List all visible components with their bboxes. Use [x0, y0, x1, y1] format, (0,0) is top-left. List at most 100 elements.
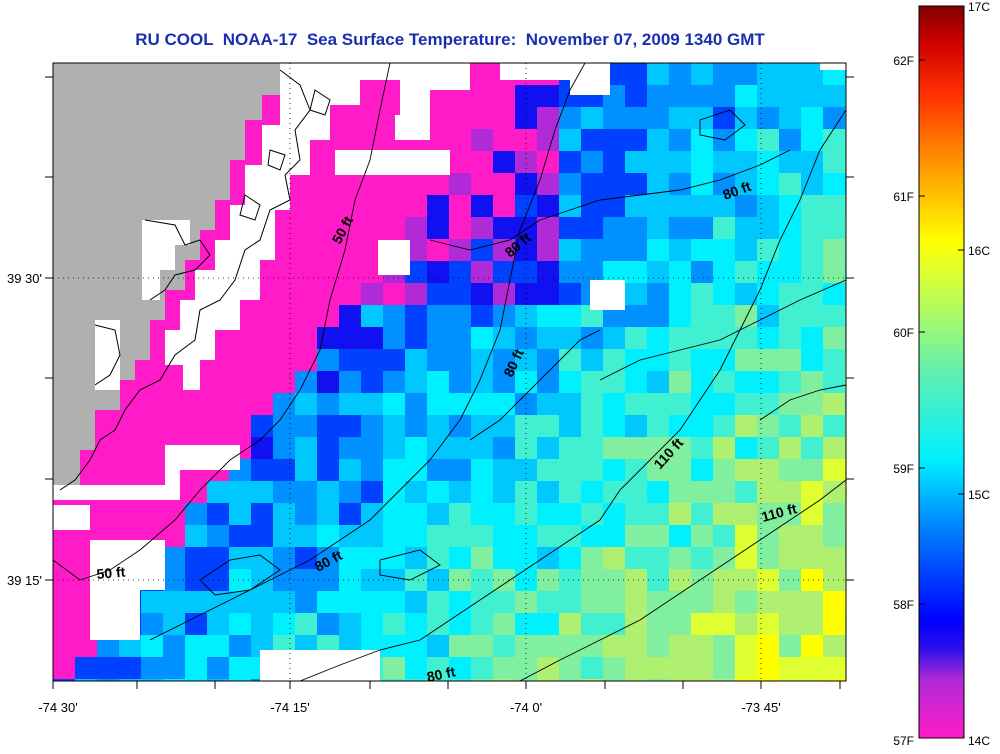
sst-pixel	[273, 217, 295, 239]
sst-pixel	[559, 327, 581, 349]
sst-pixel	[361, 437, 383, 459]
sst-pixel	[493, 459, 515, 481]
sst-pixel	[53, 547, 75, 569]
sst-pixel	[603, 459, 625, 481]
sst-pixel	[603, 371, 625, 393]
sst-pixel	[251, 679, 273, 681]
sst-pixel	[735, 547, 757, 569]
sst-pixel	[823, 481, 845, 503]
sst-pixel	[537, 173, 559, 195]
sst-pixel	[845, 63, 846, 85]
sst-pixel	[427, 415, 449, 437]
sst-pixel	[845, 547, 846, 569]
sst-pixel	[471, 151, 493, 173]
sst-pixel	[449, 635, 471, 657]
sst-pixel	[449, 569, 471, 591]
sst-pixel	[185, 569, 207, 591]
sst-pixel	[647, 503, 669, 525]
sst-pixel	[427, 503, 449, 525]
sst-pixel	[163, 591, 185, 613]
sst-pixel	[141, 503, 163, 525]
sst-pixel	[647, 437, 669, 459]
sst-pixel	[625, 481, 647, 503]
sst-pixel	[603, 239, 625, 261]
sst-pixel	[251, 503, 273, 525]
sst-pixel	[801, 547, 823, 569]
sst-pixel	[449, 679, 471, 681]
sst-pixel	[537, 503, 559, 525]
sst-pixel	[757, 525, 779, 547]
sst-pixel	[537, 657, 559, 679]
sst-pixel	[845, 173, 846, 195]
sst-pixel	[691, 283, 713, 305]
sst-pixel	[339, 613, 361, 635]
sst-pixel	[559, 261, 581, 283]
sst-pixel	[471, 261, 493, 283]
sst-pixel	[471, 173, 493, 195]
sst-pixel	[339, 437, 361, 459]
sst-pixel	[669, 459, 691, 481]
sst-pixel	[405, 305, 427, 327]
sst-pixel	[779, 569, 801, 591]
sst-pixel	[801, 371, 823, 393]
sst-pixel	[537, 437, 559, 459]
sst-pixel	[713, 63, 735, 85]
sst-pixel	[471, 547, 493, 569]
sst-pixel	[625, 129, 647, 151]
sst-pixel	[449, 129, 471, 151]
sst-pixel	[515, 151, 537, 173]
sst-pixel	[735, 481, 757, 503]
sst-pixel	[427, 239, 449, 261]
sst-pixel	[845, 261, 846, 283]
sst-pixel	[735, 173, 757, 195]
sst-pixel	[405, 239, 427, 261]
sst-pixel	[779, 151, 801, 173]
sst-pixel	[537, 85, 559, 107]
sst-pixel	[735, 283, 757, 305]
sst-pixel	[339, 591, 361, 613]
sst-pixel	[713, 459, 735, 481]
sst-pixel	[163, 657, 185, 679]
sst-pixel	[603, 415, 625, 437]
sst-pixel	[603, 635, 625, 657]
sst-pixel	[405, 327, 427, 349]
sst-pixel	[603, 151, 625, 173]
axis-ticks	[45, 76, 854, 689]
sst-pixel	[339, 371, 361, 393]
sst-pixel	[757, 173, 779, 195]
sst-pixel	[647, 283, 669, 305]
sst-pixel	[427, 459, 449, 481]
sst-pixel	[119, 415, 141, 437]
sst-pixel	[625, 437, 647, 459]
sst-pixel	[361, 261, 383, 283]
sst-pixel	[383, 437, 405, 459]
sst-pixel	[97, 459, 119, 481]
sst-pixel	[559, 283, 581, 305]
sst-pixel	[339, 459, 361, 481]
sst-pixel	[449, 305, 471, 327]
sst-pixel	[471, 525, 493, 547]
sst-pixel	[603, 481, 625, 503]
sst-pixel	[273, 503, 295, 525]
sst-pixel	[471, 349, 493, 371]
colorbar-c-label: 14C	[968, 734, 990, 748]
sst-pixel	[273, 283, 295, 305]
missing-data	[53, 63, 846, 681]
sst-pixel	[559, 239, 581, 261]
sst-pixel	[295, 327, 317, 349]
sst-pixel	[801, 107, 823, 129]
sst-pixel	[427, 591, 449, 613]
sst-pixel	[559, 217, 581, 239]
colorbar-f-label: 59F	[893, 462, 914, 476]
sst-pixel	[713, 239, 735, 261]
sst-pixel	[493, 349, 515, 371]
sst-pixel	[845, 195, 846, 217]
sst-pixel	[471, 63, 493, 85]
sst-pixel	[295, 261, 317, 283]
sst-pixel	[691, 239, 713, 261]
sst-pixel	[163, 525, 185, 547]
sst-pixel	[823, 173, 845, 195]
sst-pixel	[295, 283, 317, 305]
sst-pixel	[713, 107, 735, 129]
sst-pixel	[647, 195, 669, 217]
